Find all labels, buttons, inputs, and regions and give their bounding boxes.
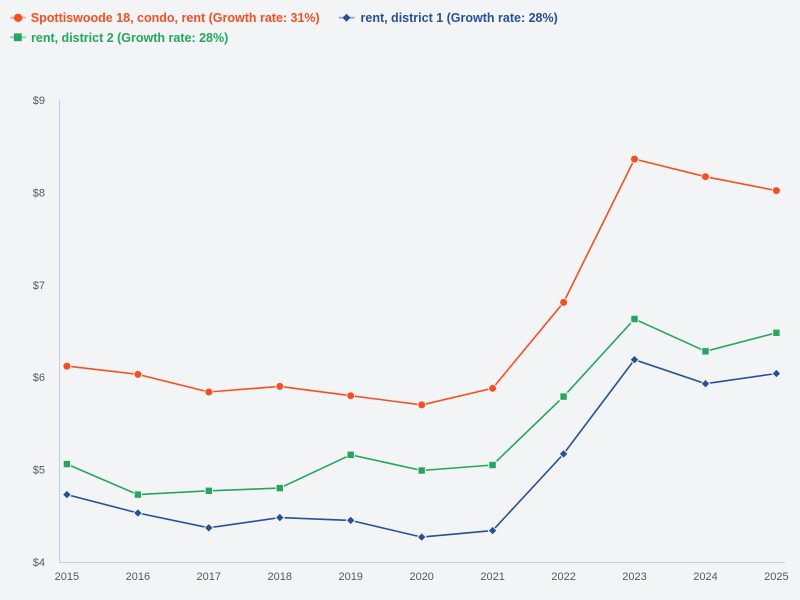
svg-text:2019: 2019 — [338, 571, 362, 583]
svg-text:$5: $5 — [33, 465, 45, 477]
svg-text:2018: 2018 — [268, 571, 292, 583]
svg-text:2025: 2025 — [764, 571, 788, 583]
svg-text:rent, district 2 (Growth rate:: rent, district 2 (Growth rate: 28%) — [31, 31, 228, 45]
svg-text:rent, district 1 (Growth rate:: rent, district 1 (Growth rate: 28%) — [361, 11, 558, 25]
svg-text:2020: 2020 — [409, 571, 433, 583]
svg-text:2022: 2022 — [551, 571, 575, 583]
svg-text:$8: $8 — [33, 187, 45, 199]
svg-text:2023: 2023 — [622, 571, 646, 583]
svg-text:2021: 2021 — [480, 571, 504, 583]
svg-text:2016: 2016 — [126, 571, 150, 583]
svg-text:$6: $6 — [33, 372, 45, 384]
svg-text:Spottiswoode 18, condo, rent (: Spottiswoode 18, condo, rent (Growth rat… — [31, 11, 320, 25]
svg-text:$4: $4 — [33, 557, 45, 569]
svg-text:$9: $9 — [33, 95, 45, 107]
svg-text:2015: 2015 — [55, 571, 79, 583]
svg-text:$7: $7 — [33, 280, 45, 292]
svg-text:2024: 2024 — [693, 571, 717, 583]
svg-text:2017: 2017 — [197, 571, 221, 583]
